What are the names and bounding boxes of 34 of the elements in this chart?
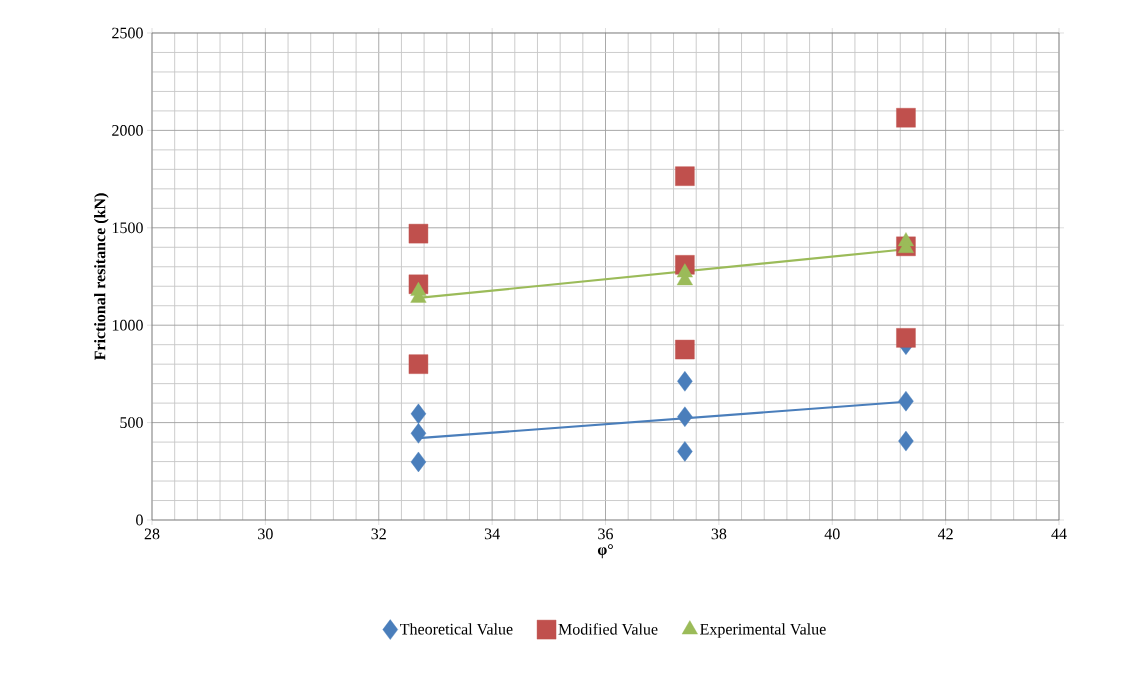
x-tick-label: 38	[711, 528, 727, 540]
y-tick-label: 500	[120, 417, 143, 428]
legend-label: Experimental Value	[700, 623, 826, 638]
x-tick-label: 42	[937, 528, 953, 540]
point	[408, 354, 429, 374]
point	[410, 423, 427, 444]
point	[410, 403, 427, 425]
x-tick-label: 30	[258, 528, 273, 540]
point	[677, 441, 693, 462]
legend-label: Modified Value	[558, 623, 658, 635]
point	[675, 166, 695, 186]
y-tick-label: 2000	[112, 125, 143, 136]
point	[677, 371, 693, 392]
point	[677, 406, 693, 427]
x-tick-label: 32	[371, 528, 386, 540]
y-tick-label: 2500	[112, 27, 143, 39]
x-axis-title: φ°	[597, 544, 613, 559]
x-tick-label: 40	[824, 528, 840, 540]
legend-label: Theoretical Value	[400, 623, 513, 635]
y-tick-label: 1000	[112, 319, 143, 331]
x-tick-label: 34	[484, 528, 500, 540]
point	[410, 451, 427, 473]
point	[896, 108, 916, 128]
point	[896, 328, 916, 348]
point	[408, 223, 429, 244]
x-tick-label: 44	[1051, 528, 1067, 540]
y-axis-title: Frictional resitance (kN)	[94, 193, 109, 361]
x-tick-label: 36	[598, 528, 614, 540]
point	[675, 339, 695, 360]
y-tick-label: 1500	[112, 222, 143, 234]
point	[898, 430, 914, 452]
x-tick-label: 28	[144, 528, 160, 540]
y-tick-label: 0	[136, 514, 143, 526]
point	[898, 390, 914, 412]
